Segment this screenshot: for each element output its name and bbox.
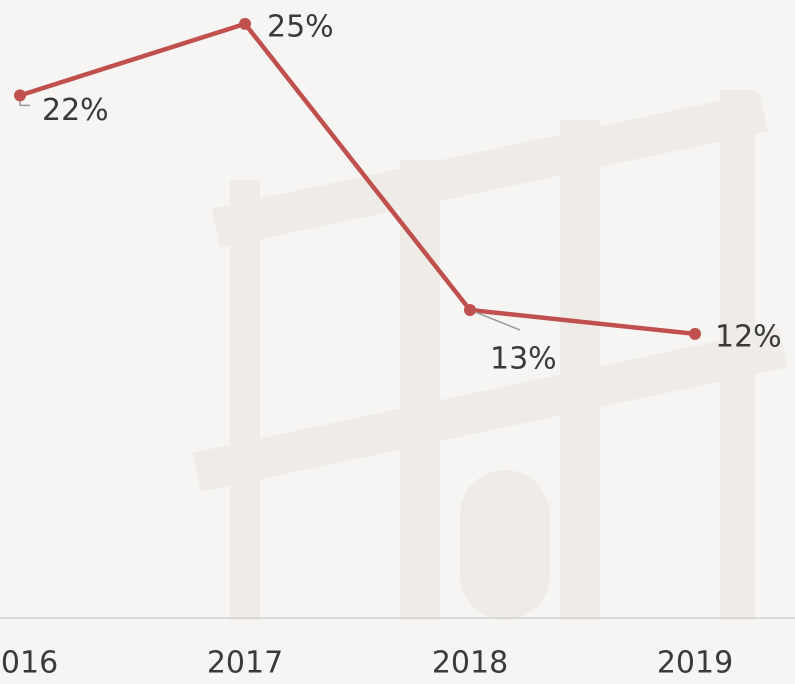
data-label: 22% (42, 93, 109, 128)
x-tick-label: 2016 (0, 646, 58, 681)
data-point (689, 327, 701, 340)
data-point (239, 17, 251, 30)
data-label: 12% (715, 319, 782, 354)
data-line (19, 21, 696, 337)
data-label: 25% (267, 9, 334, 44)
leader-line (469, 309, 521, 331)
background-illustration (192, 90, 788, 620)
x-tick-label: 2018 (432, 646, 508, 681)
x-tick-label: 2019 (657, 646, 733, 681)
data-label: 13% (490, 342, 557, 377)
data-point (14, 89, 26, 102)
x-tick-label: 2017 (207, 646, 283, 681)
data-point (464, 304, 476, 316)
